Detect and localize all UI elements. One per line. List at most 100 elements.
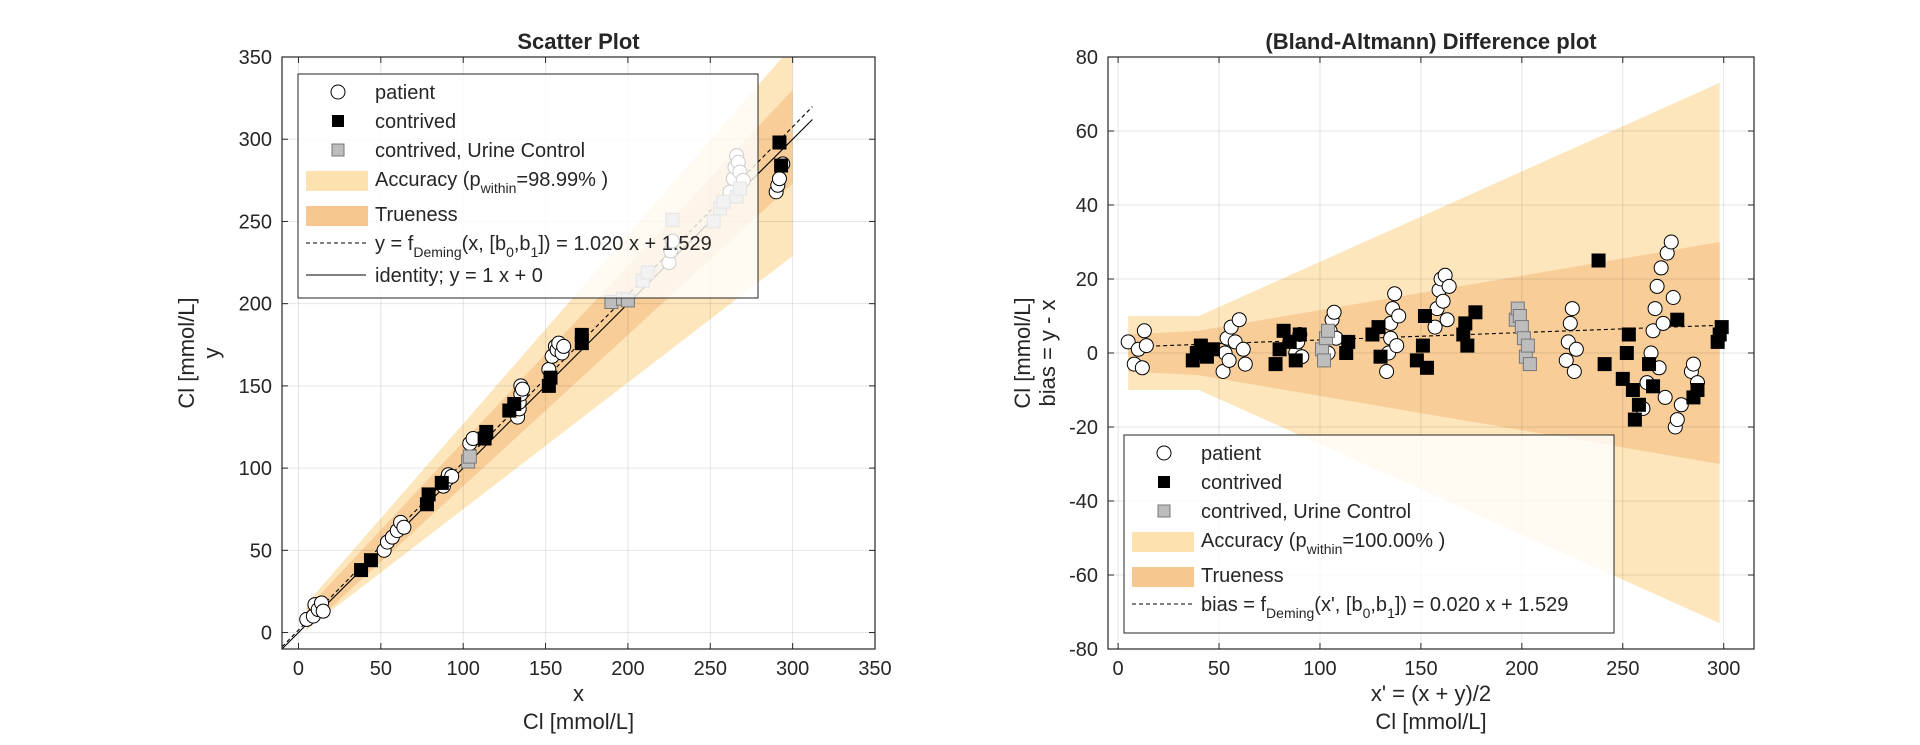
scatter-ticks: 0 50 100 150 200 250 300 350 0 50 100 150 200 250 300 3…: [239, 47, 892, 680]
patient-point: [396, 519, 412, 535]
scatter-legend: patient contrived contrived, Urine Control…: [297, 73, 759, 299]
legend-contrived-label: contrived: [1201, 472, 1282, 494]
patient-point: [1663, 234, 1679, 250]
contrived-point: [1625, 383, 1640, 397]
contrived-point: [421, 487, 436, 502]
y-tick-label: 200: [239, 294, 272, 316]
legend-fit-text: ,b: [1370, 594, 1387, 616]
difference-xlabel-1: x' = (x + y)/2: [1371, 681, 1491, 706]
patient-point: [771, 171, 787, 187]
patient-point: [315, 603, 331, 619]
legend-accuracy-subscript: within: [1306, 541, 1343, 557]
legend-fit-subscript: 1: [531, 244, 539, 260]
y-tick-label: -40: [1069, 491, 1098, 513]
contrived-point: [1341, 334, 1356, 349]
difference-ylabel-1: Cl [mmol/L]: [1010, 297, 1035, 408]
contrived-point: [1642, 357, 1657, 372]
patient-point: [1685, 356, 1701, 372]
patient-point: [1655, 315, 1671, 331]
difference-ylabel-2: bias = y - x: [1035, 300, 1060, 407]
patient-point: [514, 381, 530, 397]
legend-fit-subscript: 0: [506, 244, 514, 260]
y-tick-label: 60: [1076, 121, 1098, 143]
y-tick-label: 150: [239, 376, 272, 398]
urine-control-point: [462, 449, 477, 464]
x-tick-label: 100: [1303, 658, 1336, 680]
contrived-point: [1468, 305, 1483, 320]
contrived-point: [1621, 327, 1636, 342]
scatter-ylabel-1: Cl [mmol/L]: [174, 297, 199, 408]
patient-point: [1379, 364, 1395, 379]
legend-box: [1123, 434, 1615, 634]
legend-patient-label: patient: [375, 82, 435, 104]
x-tick-label: 200: [1505, 658, 1538, 680]
legend-accuracy-subscript: within: [480, 180, 517, 196]
contrived-point: [1690, 383, 1705, 397]
x-tick-label: 300: [1707, 658, 1740, 680]
patient-point: [1441, 278, 1457, 294]
patient-point: [556, 338, 572, 354]
y-tick-label: 0: [1087, 343, 1098, 365]
legend-accuracy-text: Accuracy (p: [1201, 530, 1307, 552]
legend-urine-label: contrived, Urine Control: [375, 140, 585, 162]
contrived-point: [479, 424, 494, 439]
contrived-point: [1646, 379, 1661, 394]
patient-point: [1387, 286, 1403, 302]
contrived-point: [1458, 316, 1473, 331]
contrived-point: [1619, 346, 1634, 360]
y-tick-label: 250: [239, 211, 272, 233]
y-tick-label: 50: [250, 540, 272, 562]
legend-fit-subscript: 1: [1387, 605, 1395, 621]
contrived-point: [1670, 312, 1685, 327]
legend-accuracy-value: =100.00% ): [1342, 530, 1445, 552]
legend-fit-label: y = fDeming(x, [b0,b1]) = 1.020 x + 1.52…: [375, 233, 712, 260]
patient-point: [1645, 323, 1661, 339]
legend-fit-label: bias = fDeming(x', [b0,b1]) = 0.020 x + …: [1201, 594, 1568, 621]
urine-control-point: [1520, 338, 1535, 353]
contrived-point: [1615, 371, 1630, 386]
x-tick-label: 0: [293, 658, 304, 680]
x-tick-label: 0: [1113, 658, 1124, 680]
patient-point: [1558, 352, 1574, 368]
difference-title: (Bland-Altmann) Difference plot: [1265, 29, 1597, 54]
legend-patient-label: patient: [1201, 443, 1261, 465]
y-tick-label: -20: [1069, 417, 1098, 439]
contrived-point: [1627, 412, 1642, 427]
patient-point: [1649, 278, 1665, 294]
difference-xlabel-2: Cl [mmol/L]: [1375, 709, 1486, 734]
legend-trueness-swatch: [1132, 567, 1194, 587]
y-tick-label: 40: [1076, 195, 1098, 217]
patient-point: [1568, 341, 1584, 357]
contrived-point: [507, 396, 522, 411]
patient-point: [1389, 338, 1405, 354]
patient-point: [1562, 315, 1578, 331]
difference-ticks: 0 50 100 150 200 250 300 -80 -60 -40 -20 0 20 40 60 80: [1069, 47, 1754, 680]
contrived-point: [434, 475, 449, 490]
patient-point: [1391, 308, 1407, 324]
legend-fit-equation: ]) = 0.020 x + 1.529: [1395, 594, 1568, 616]
difference-plot-panel: 0 50 100 150 200 250 300-80-60-40-20020406080 …: [1010, 29, 1755, 734]
legend-trueness-label: Trueness: [1201, 565, 1284, 587]
y-tick-label: -60: [1069, 565, 1098, 587]
x-tick-label: 350: [858, 658, 891, 680]
legend-urine-label: contrived, Urine Control: [1201, 501, 1411, 523]
urine-control-point: [1321, 323, 1336, 338]
x-tick-label: 150: [1404, 658, 1437, 680]
legend-identity-label: identity; y = 1 x + 0: [375, 265, 543, 287]
contrived-point: [543, 370, 558, 385]
y-tick-label: 100: [239, 458, 272, 480]
contrived-point: [1714, 320, 1729, 335]
y-tick-label: 20: [1076, 269, 1098, 291]
x-tick-label: 250: [1606, 658, 1639, 680]
legend-fit-subscript: 0: [1363, 605, 1371, 621]
patient-point: [1647, 301, 1663, 317]
scatter-xlabel-1: x: [573, 681, 584, 706]
contrived-point: [1631, 397, 1646, 412]
patient-point: [1665, 290, 1681, 305]
trueness-band: [1128, 242, 1720, 464]
contrived-point: [1268, 357, 1283, 372]
x-tick-label: 150: [529, 658, 562, 680]
x-tick-label: 50: [1208, 658, 1230, 680]
patient-point: [1669, 412, 1685, 428]
